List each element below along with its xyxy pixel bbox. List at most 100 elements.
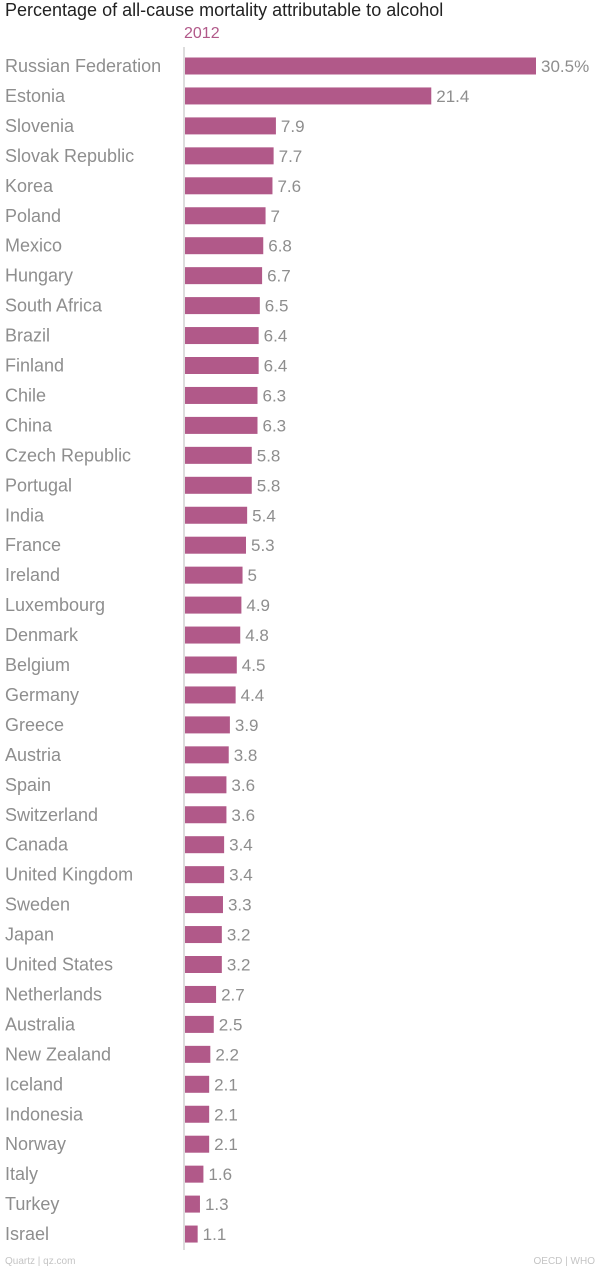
value-label: 2.2: [215, 1045, 239, 1064]
category-label: Turkey: [5, 1194, 59, 1214]
bar: [185, 506, 248, 524]
category-label: Hungary: [5, 266, 73, 286]
category-label: Portugal: [5, 475, 72, 495]
bar: [185, 1045, 211, 1063]
bar: [185, 117, 276, 135]
value-label: 3.8: [234, 746, 258, 765]
category-label: Spain: [5, 775, 51, 795]
value-label: 2.5: [219, 1015, 243, 1034]
category-label: New Zealand: [5, 1044, 111, 1064]
category-label: Italy: [5, 1164, 38, 1184]
category-label: Greece: [5, 715, 64, 735]
value-label: 5.4: [252, 506, 276, 525]
bar: [185, 357, 259, 374]
bar: [185, 1135, 210, 1153]
value-label: 21.4: [436, 87, 469, 106]
value-label: 6.3: [263, 386, 287, 405]
category-label: Czech Republic: [5, 445, 131, 465]
bar: [185, 327, 259, 345]
bar: [185, 656, 237, 674]
value-label: 7: [271, 207, 280, 226]
bar: [185, 896, 223, 914]
category-label: Austria: [5, 745, 62, 765]
bar: [185, 57, 536, 75]
value-label: 4.9: [246, 596, 270, 615]
value-label: 2.1: [214, 1075, 238, 1094]
category-label: Luxembourg: [5, 595, 105, 615]
bar: [185, 566, 243, 584]
bar: [185, 87, 432, 105]
category-label: Chile: [5, 385, 46, 405]
value-label: 6.7: [267, 267, 291, 286]
category-label: Canada: [5, 835, 69, 855]
bar: [185, 1105, 210, 1123]
bar: [185, 806, 227, 824]
category-label: Denmark: [5, 625, 79, 645]
bar: [185, 267, 263, 285]
value-label: 2.1: [214, 1105, 238, 1124]
value-label: 4.5: [242, 656, 266, 675]
bar: [185, 177, 273, 195]
category-label: Netherlands: [5, 984, 102, 1004]
bar: [185, 1165, 204, 1183]
value-label: 3.3: [228, 896, 252, 915]
value-label: 6.5: [265, 297, 289, 316]
bar: [185, 926, 222, 944]
category-label: Russian Federation: [5, 56, 161, 76]
bar: [185, 1015, 214, 1033]
bar: [185, 626, 241, 644]
category-label: United Kingdom: [5, 865, 133, 885]
value-label: 4.8: [245, 626, 269, 645]
value-label: 7.6: [277, 177, 301, 196]
bar: [185, 476, 252, 494]
value-label: 3.6: [231, 806, 255, 825]
bar: [185, 416, 258, 434]
category-label: India: [5, 505, 45, 525]
category-label: China: [5, 415, 53, 435]
category-label: Germany: [5, 685, 79, 705]
bar: [185, 237, 264, 255]
value-label: 7.7: [279, 147, 303, 166]
value-label: 3.2: [227, 926, 251, 945]
value-label: 3.9: [235, 716, 259, 735]
value-label: 6.4: [264, 357, 288, 376]
value-label: 7.9: [281, 117, 305, 136]
category-label: Japan: [5, 925, 54, 945]
category-label: Korea: [5, 176, 54, 196]
value-label: 1.3: [205, 1195, 229, 1214]
bar: [185, 866, 225, 884]
bar: [185, 746, 229, 764]
value-label: 1.6: [208, 1165, 232, 1184]
value-label: 5.3: [251, 536, 275, 555]
bar: [185, 386, 258, 404]
category-label: Sweden: [5, 895, 70, 915]
bar: [185, 836, 225, 854]
bar: [185, 207, 266, 225]
value-label: 6.8: [268, 237, 292, 256]
bar: [185, 596, 242, 614]
bar: [185, 956, 222, 973]
category-label: Indonesia: [5, 1104, 84, 1124]
category-label: Switzerland: [5, 805, 98, 825]
category-label: Israel: [5, 1224, 49, 1244]
bar: [185, 776, 227, 794]
category-label: Brazil: [5, 326, 50, 346]
category-label: Norway: [5, 1134, 66, 1154]
value-label: 3.2: [227, 956, 251, 975]
bar: [185, 297, 260, 315]
category-label: France: [5, 535, 61, 555]
bar: [185, 716, 230, 734]
bar: [185, 536, 246, 554]
category-label: Slovenia: [5, 116, 75, 136]
category-label: Slovak Republic: [5, 146, 134, 166]
category-label: Iceland: [5, 1074, 63, 1094]
value-label: 3.4: [229, 866, 253, 885]
value-label: 2.7: [221, 985, 245, 1004]
value-label: 4.4: [241, 686, 265, 705]
series-label: 2012: [184, 25, 220, 42]
bar: [185, 1075, 210, 1093]
value-label: 5: [248, 566, 257, 585]
bars-group: Russian Federation 30.5% Estonia 21.4 Sloven…: [5, 56, 589, 1244]
category-label: Estonia: [5, 86, 66, 106]
